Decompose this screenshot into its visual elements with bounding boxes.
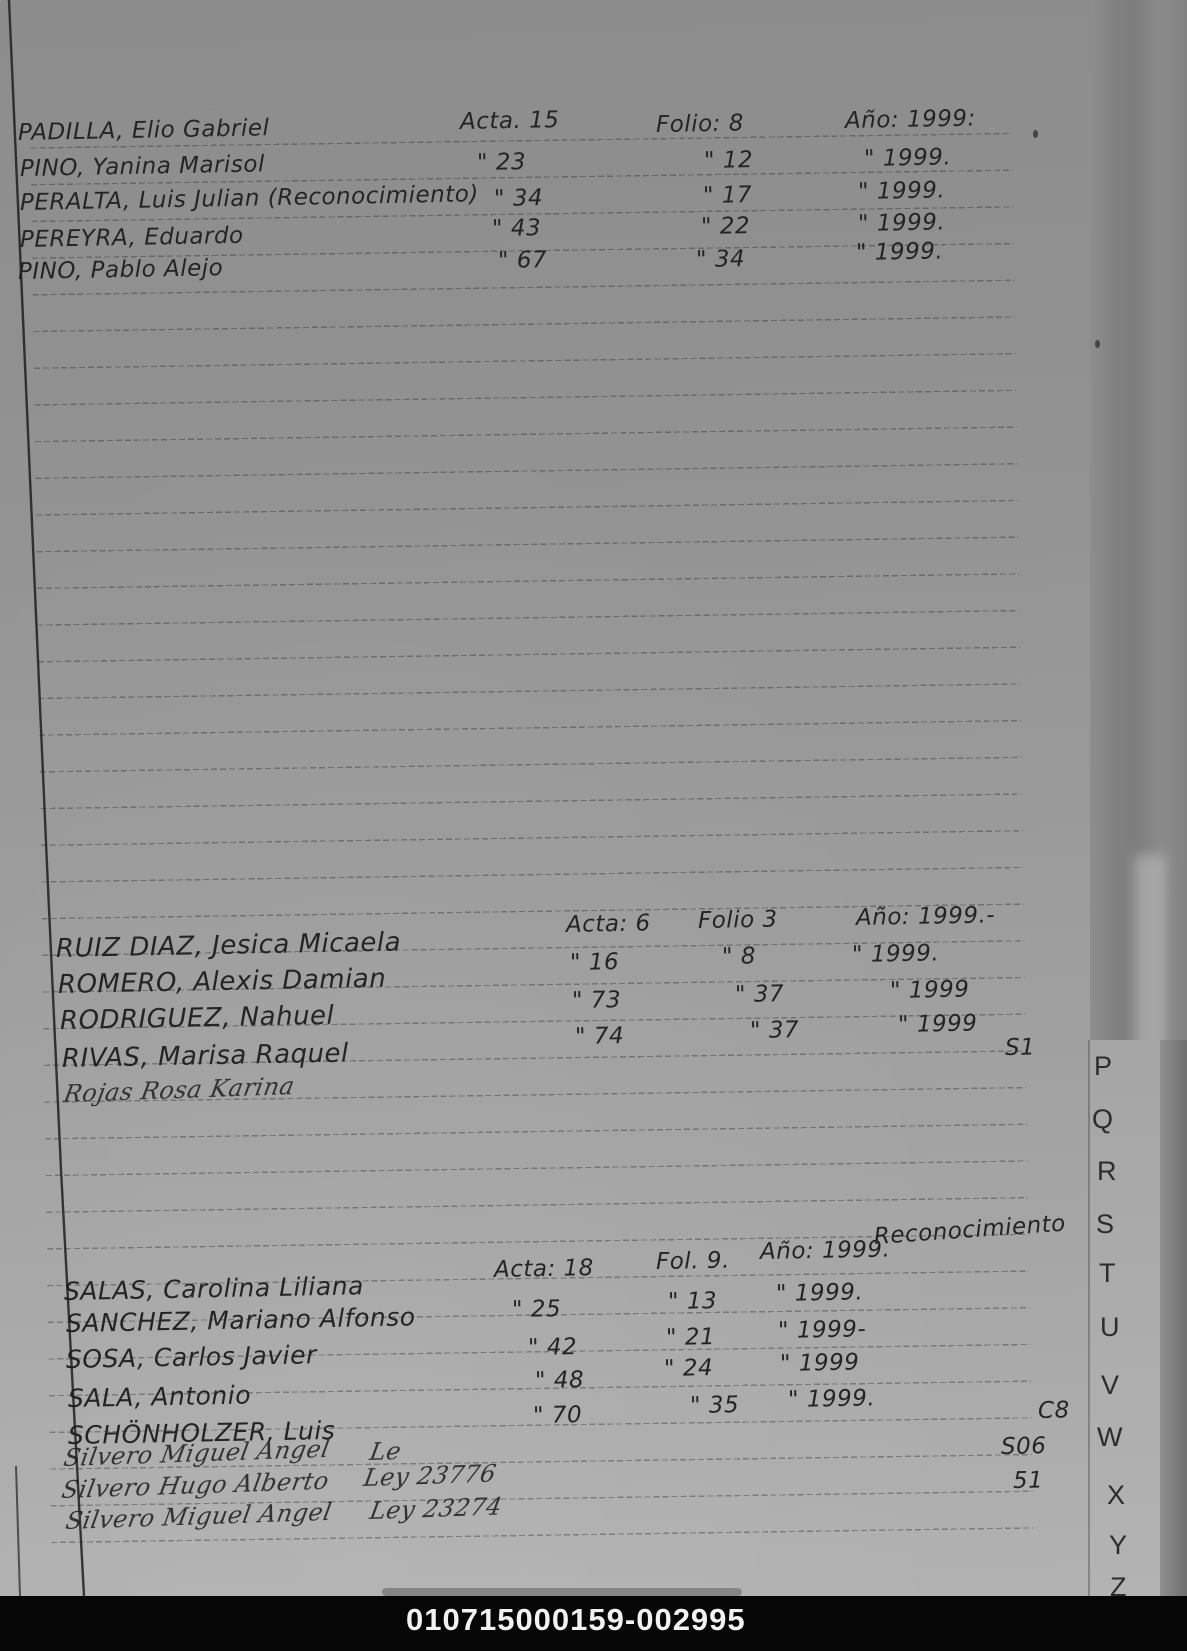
- entry-acta: " 42: [527, 1334, 578, 1361]
- margin-line: [7, 0, 86, 1597]
- entry-folio: " 37: [749, 1017, 800, 1044]
- tab-s: S: [1096, 1209, 1115, 1239]
- entry-acta: " 16: [569, 949, 620, 976]
- entry-acta: " 25: [511, 1296, 562, 1323]
- entry-folio: " 12: [703, 147, 754, 174]
- entry-anio: " 1999.: [857, 209, 946, 237]
- entry-note: Le: [367, 1436, 404, 1467]
- tab-t: T: [1099, 1258, 1116, 1288]
- margin-code: S06: [1000, 1433, 1047, 1460]
- entry-folio: " 17: [702, 182, 753, 209]
- page-edge-band-lower: [1160, 1040, 1187, 1596]
- entry-acta: " 73: [571, 987, 622, 1014]
- entry-acta: " 23: [476, 149, 527, 176]
- ink-speck: [1095, 340, 1100, 348]
- scanner-code: 010715000159-002995: [406, 1602, 746, 1637]
- entry-folio: Folio: 8: [655, 110, 745, 138]
- entry-folio: " 24: [663, 1355, 714, 1382]
- entry-acta: " 70: [532, 1402, 583, 1429]
- entry-folio: " 22: [700, 213, 751, 240]
- entry-folio: Fol. 9.: [655, 1247, 731, 1275]
- entry-acta: " 43: [491, 215, 542, 242]
- entry-folio: " 13: [667, 1288, 718, 1315]
- entry-folio: " 37: [734, 981, 785, 1008]
- entry-folio: " 21: [665, 1324, 716, 1351]
- entry-folio: " 35: [689, 1392, 740, 1419]
- entry-anio: " 1999: [779, 1349, 860, 1377]
- entry-acta: " 67: [497, 247, 548, 274]
- tab-x: X: [1107, 1480, 1126, 1510]
- entry-anio: " 1999.: [775, 1279, 864, 1307]
- entry-anio: Año: 1999.: [759, 1236, 891, 1265]
- scanner-code-bar: 010715000159-002995: [0, 1596, 1187, 1651]
- entry-anio: " 1999.: [855, 238, 944, 266]
- entry-acta: Acta: 18: [493, 1255, 595, 1283]
- entry-acta: " 48: [534, 1367, 585, 1394]
- entry-acta: " 74: [574, 1023, 625, 1050]
- tab-z: Z: [1110, 1572, 1127, 1602]
- entry-folio: " 8: [721, 943, 757, 970]
- entry-anio: " 1999-: [777, 1316, 867, 1344]
- entry-folio: " 34: [695, 246, 746, 273]
- alpha-tab-strip: [1088, 1040, 1166, 1596]
- entry-anio: " 1999.: [851, 940, 940, 968]
- entry-anio: " 1999: [897, 1010, 978, 1038]
- entry-anio: " 1999: [889, 976, 970, 1004]
- tab-u: U: [1100, 1312, 1120, 1342]
- margin-code: S1: [1004, 1034, 1036, 1061]
- entry-anio: " 1999.: [787, 1385, 876, 1413]
- entry-note: Ley 23776: [361, 1459, 499, 1493]
- scan-smudge: [382, 1588, 742, 1596]
- tab-p: P: [1094, 1051, 1113, 1081]
- entry-acta: Acta: 6: [565, 910, 651, 938]
- entry-note: Ley 23274: [367, 1492, 505, 1526]
- entry-anio: " 1999.: [863, 144, 952, 172]
- entry-acta: " 34: [493, 185, 544, 212]
- ink-speck: [1033, 130, 1038, 138]
- tab-w: W: [1097, 1422, 1123, 1452]
- tab-y: Y: [1109, 1530, 1128, 1560]
- entry-anio: " 1999.: [857, 177, 946, 205]
- entry-acta: Acta. 15: [459, 107, 560, 135]
- margin-code: 51: [1012, 1467, 1044, 1494]
- margin-code: C8: [1037, 1397, 1070, 1424]
- entry-anio: Año: 1999.-: [855, 902, 996, 931]
- entry-anio: Año: 1999:: [844, 105, 976, 134]
- tab-q: Q: [1092, 1104, 1114, 1134]
- tab-r: R: [1097, 1156, 1117, 1186]
- tab-v: V: [1101, 1370, 1120, 1400]
- entry-folio: Folio 3: [697, 906, 778, 934]
